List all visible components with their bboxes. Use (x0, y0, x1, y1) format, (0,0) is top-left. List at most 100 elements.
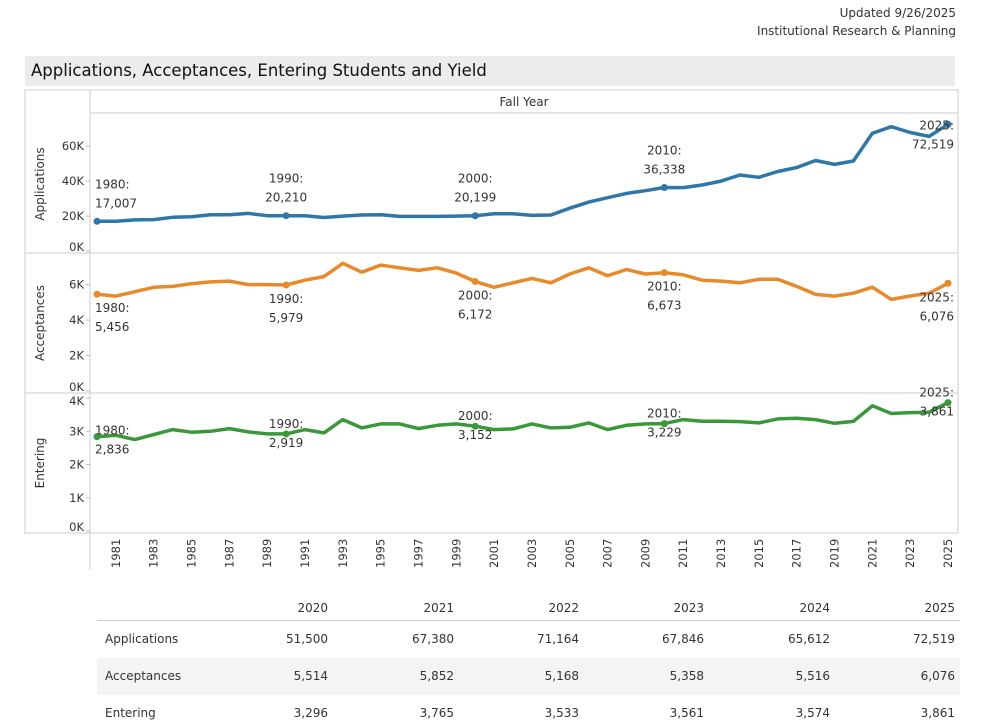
annotation-label: 1990: (269, 172, 304, 186)
table-cell: 6,076 (920, 669, 955, 683)
data-point-2000 (471, 212, 479, 220)
column-header: 2021 (423, 601, 454, 615)
column-header: 2023 (673, 601, 704, 615)
annotation-label: 2010: (647, 144, 682, 158)
data-point-1980 (93, 433, 101, 441)
annotation-value: 3,152 (458, 428, 492, 442)
series-line-acceptances (96, 261, 949, 302)
table-cell: 3,533 (544, 706, 579, 720)
table-row: Acceptances 5,514 5,852 5,168 5,358 5,516 6,07… (97, 658, 960, 695)
table-cell: 3,861 (920, 706, 955, 720)
annotation-label: 2010: (647, 280, 682, 294)
row-label: Acceptances (105, 669, 182, 683)
table-cell: 67,380 (412, 632, 454, 646)
annotation-label: 2025: (919, 290, 954, 304)
annotation-value: 20,210 (265, 191, 307, 205)
annotation-value: 2,919 (269, 436, 303, 450)
series-line-entering (96, 401, 949, 442)
data-point-1980 (93, 217, 101, 225)
data-point-2000 (471, 422, 479, 430)
annotation-label: 2000: (458, 409, 493, 423)
x-tick-label: 2001 (487, 539, 501, 568)
data-point-1990 (282, 281, 290, 289)
table-row: Applications 51,500 67,380 71,164 67,846 65,6… (97, 621, 960, 658)
x-tick-label: 2011 (676, 539, 690, 568)
x-tick-label: 1983 (147, 539, 161, 568)
x-tick-label: 1997 (411, 539, 425, 568)
x-tick-label: 2019 (828, 539, 842, 568)
data-point-1990 (282, 430, 290, 438)
data-point-2025 (944, 120, 952, 128)
annotation-value: 6,076 (920, 309, 954, 323)
y-tick-label: 2K (69, 349, 84, 363)
org-name: Institutional Research & Planning (757, 24, 956, 38)
table-cell: 71,164 (537, 632, 579, 646)
table-cell: 5,852 (419, 669, 454, 683)
annotation-label: 1990: (269, 292, 304, 306)
y-tick-label: 60K (62, 139, 85, 153)
column-header: 2022 (548, 601, 579, 615)
x-tick-label: 2007 (601, 539, 615, 568)
data-point-2010 (660, 269, 668, 277)
table-cell: 72,519 (913, 632, 955, 646)
table-cell: 3,765 (419, 706, 454, 720)
row-label: Applications (105, 632, 179, 646)
table-cell: 5,514 (293, 669, 328, 683)
table-cell: 5,516 (795, 669, 830, 683)
y-tick-label: 0K (69, 240, 84, 254)
panel-title: Acceptances (33, 285, 47, 361)
y-tick-label: 4K (69, 313, 84, 327)
x-tick-label: 1985 (185, 539, 199, 568)
annotation-value: 2,836 (95, 443, 129, 457)
annotation-value: 72,519 (912, 137, 954, 151)
x-tick-label: 2023 (903, 539, 917, 568)
y-tick-label: 4K (69, 394, 84, 408)
column-header: 2024 (799, 601, 830, 615)
x-tick-label: 2003 (525, 539, 539, 568)
column-header: 2020 (297, 601, 328, 615)
annotation-label: 2010: (647, 407, 682, 421)
y-tick-label: 20K (62, 209, 85, 223)
x-tick-label: 1999 (449, 539, 463, 568)
x-tick-label: 2013 (714, 539, 728, 568)
line-chart: Fall Year Applications 0K 20K 40K 60K 1980: 17,… (24, 89, 959, 570)
x-tick-label: 1989 (260, 539, 274, 568)
annotation-value: 3,861 (920, 405, 954, 419)
x-tick-label: 1995 (374, 539, 388, 568)
series-line-applications (97, 122, 949, 224)
annotation-label: 2000: (458, 289, 493, 303)
data-point-2000 (471, 278, 479, 286)
annotation-label: 1980: (95, 177, 130, 191)
table-row: Entering 3,296 3,765 3,533 3,561 3,574 3,861 (97, 695, 960, 727)
annotation-label: 1980: (95, 301, 130, 315)
title-bar: Applications, Acceptances, Entering Stud… (25, 56, 955, 86)
x-tick-label: 1981 (109, 539, 123, 568)
x-tick-label: 2021 (865, 539, 879, 568)
data-point-2010 (660, 184, 668, 192)
x-tick-label: 2015 (752, 539, 766, 568)
annotation-label: 2025: (919, 386, 954, 400)
table-cell: 51,500 (286, 632, 328, 646)
y-tick-label: 0K (69, 380, 84, 394)
summary-table: 2020 2021 2022 2023 2024 2025 Applicatio… (97, 590, 960, 727)
column-header-label: Fall Year (499, 95, 548, 109)
x-tick-label: 1993 (336, 539, 350, 568)
y-tick-label: 0K (69, 520, 84, 534)
table-cell: 65,612 (788, 632, 830, 646)
data-point-2010 (660, 420, 668, 428)
x-tick-label: 2025 (941, 539, 955, 568)
table-cell: 3,574 (795, 706, 830, 720)
table-cell: 3,561 (669, 706, 704, 720)
panel-title: Entering (33, 438, 47, 489)
x-tick-label: 2005 (563, 539, 577, 568)
updated-date: Updated 9/26/2025 (839, 6, 956, 20)
data-point-2025 (944, 279, 952, 287)
column-header: 2025 (924, 601, 955, 615)
annotation-label: 2000: (458, 172, 493, 186)
annotation-value: 20,199 (454, 191, 496, 205)
table-cell: 67,846 (662, 632, 704, 646)
annotation-value: 17,007 (95, 196, 137, 210)
annotation-value: 5,979 (269, 311, 303, 325)
row-label: Entering (105, 706, 156, 720)
